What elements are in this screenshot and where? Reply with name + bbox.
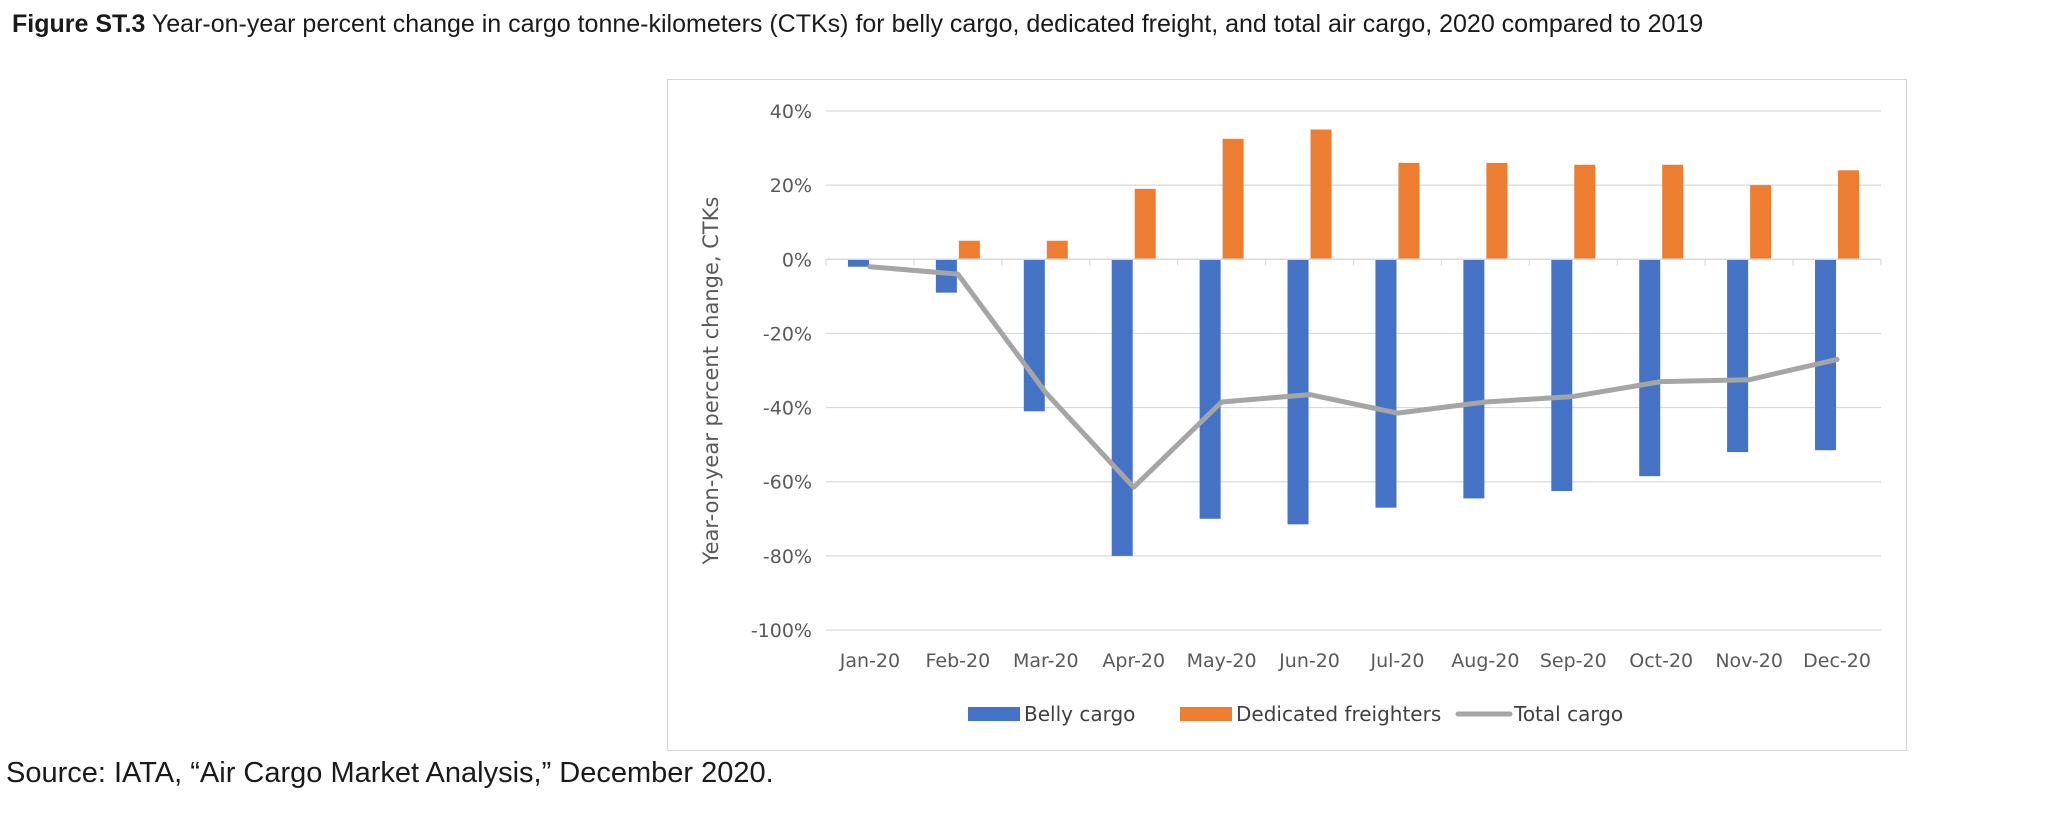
x-tick-label: May-20 [1187,650,1257,672]
belly-cargo-bar [1199,259,1221,519]
belly-cargo-bar [847,259,869,267]
y-tick-label: -20% [763,323,812,345]
x-tick-label: Mar-20 [1013,650,1079,672]
dedicated-freighters-legend-label: Dedicated freighters [1236,702,1441,726]
belly-cargo-bar [1727,259,1749,453]
x-tick-label: Aug-20 [1451,650,1519,672]
belly-cargo-legend-label: Belly cargo [1024,702,1135,726]
gridlines [826,110,1881,631]
dedicated-freighters-bar [1046,240,1068,260]
belly-cargo-legend-swatch [968,707,1020,721]
x-tick-label: Sep-20 [1540,650,1607,672]
dedicated-freighters-bar [958,240,980,260]
belly-cargo-bar [1815,259,1837,451]
source-note: Source: IATA, “Air Cargo Market Analysis… [6,757,774,789]
belly-cargo-bar [1463,259,1485,499]
bars [847,129,1860,556]
y-tick-label: 40% [770,101,812,123]
cargo-ctk-chart: 40% 20% 0% -20% -40% -60% -80% -100% Jan-20 Feb-… [699,101,1882,726]
y-tick-label: -80% [763,546,812,568]
belly-cargo-bar [1639,259,1661,477]
total-cargo-legend-label: Total cargo [1513,702,1623,726]
total-cargo-line [867,264,1840,490]
total-cargo-line-group [867,264,1840,490]
figure-caption-text: Year-on-year percent change in cargo ton… [151,10,1704,38]
dedicated-freighters-bar [1750,185,1772,260]
belly-cargo-bar [1551,259,1573,491]
y-axis-ticks: 40% 20% 0% -20% -40% -60% -80% -100% [751,101,812,642]
x-tick-label: Jun-20 [1278,650,1340,672]
x-tick-label: Apr-20 [1102,650,1165,672]
y-tick-label: -100% [751,620,812,642]
y-tick-label: 0% [782,249,812,271]
dedicated-freighters-legend-swatch [1180,707,1232,721]
y-tick-label: -60% [763,472,812,494]
y-tick-label: -40% [763,398,812,420]
chart-frame: 40% 20% 0% -20% -40% -60% -80% -100% Jan-20 Feb-… [667,79,1907,751]
figure-caption: Figure ST.3 Year-on-year percent change … [12,10,1703,39]
belly-cargo-bar [1111,259,1133,556]
x-tick-label: Feb-20 [926,650,991,672]
dedicated-freighters-bar [1838,170,1860,260]
x-tick-label: Jan-20 [839,650,900,672]
dedicated-freighters-bar [1222,138,1244,260]
belly-cargo-bar [1287,259,1309,525]
belly-cargo-bar [1375,259,1397,508]
dedicated-freighters-bar [1398,162,1420,260]
x-tick-label: Oct-20 [1629,650,1693,672]
x-tick-label: Jul-20 [1369,650,1424,672]
x-axis-ticks: Jan-20 Feb-20 Mar-20 Apr-20 May-20 Jun-20 Jul-… [839,650,1871,672]
zero-axis [825,258,1882,266]
dedicated-freighters-bar [1662,164,1684,260]
figure-number: Figure ST.3 [12,10,146,38]
dedicated-freighters-bar [1134,188,1156,260]
y-axis-title: Year-on-year percent change, CTKs [699,197,723,566]
dedicated-freighters-bar [1486,162,1508,260]
belly-cargo-bar [935,259,957,293]
x-tick-label: Nov-20 [1715,650,1783,672]
y-tick-label: 20% [770,175,812,197]
x-tick-label: Dec-20 [1803,650,1871,672]
dedicated-freighters-bar [1310,129,1332,260]
legend: Belly cargo Dedicated freighters Total car… [968,702,1623,726]
dedicated-freighters-bar [1574,164,1596,260]
